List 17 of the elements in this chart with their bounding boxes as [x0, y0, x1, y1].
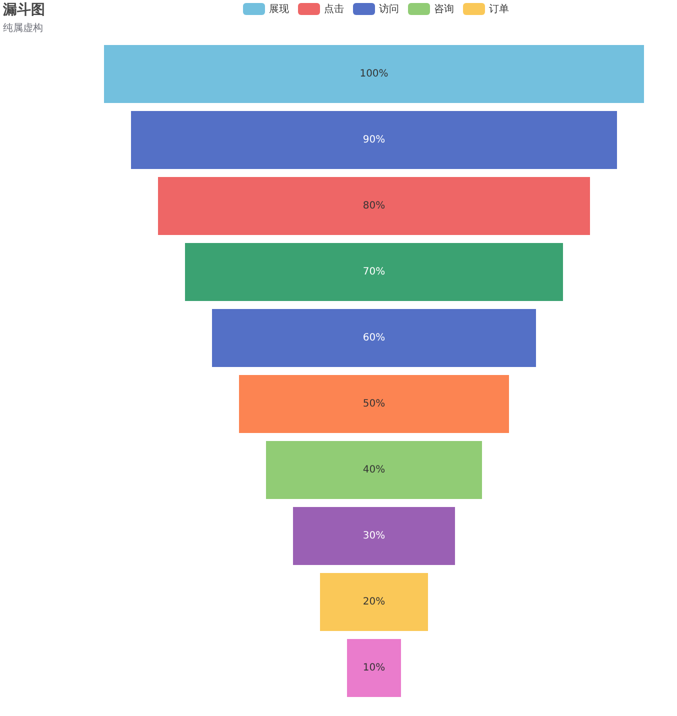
text: 展现 — [269, 3, 289, 16]
text: 订单 — [489, 2, 509, 16]
data-label: 50% — [362, 398, 386, 410]
text: 纯属虚构 — [3, 22, 43, 35]
text: 访问 — [379, 2, 399, 16]
text: 点击 — [324, 2, 344, 16]
data-label: 30% — [362, 530, 386, 542]
data-label: 10% — [362, 662, 386, 674]
data-label: 70% — [362, 266, 386, 278]
data-label: 20% — [362, 596, 386, 608]
data-label: 40% — [362, 464, 386, 476]
data-label: 100% — [360, 68, 388, 80]
text: 咨询 — [434, 3, 454, 16]
text: 漏斗图 — [3, 1, 45, 19]
data-label: 60% — [362, 332, 386, 344]
data-label: 90% — [362, 134, 386, 146]
data-label: 80% — [362, 200, 386, 212]
